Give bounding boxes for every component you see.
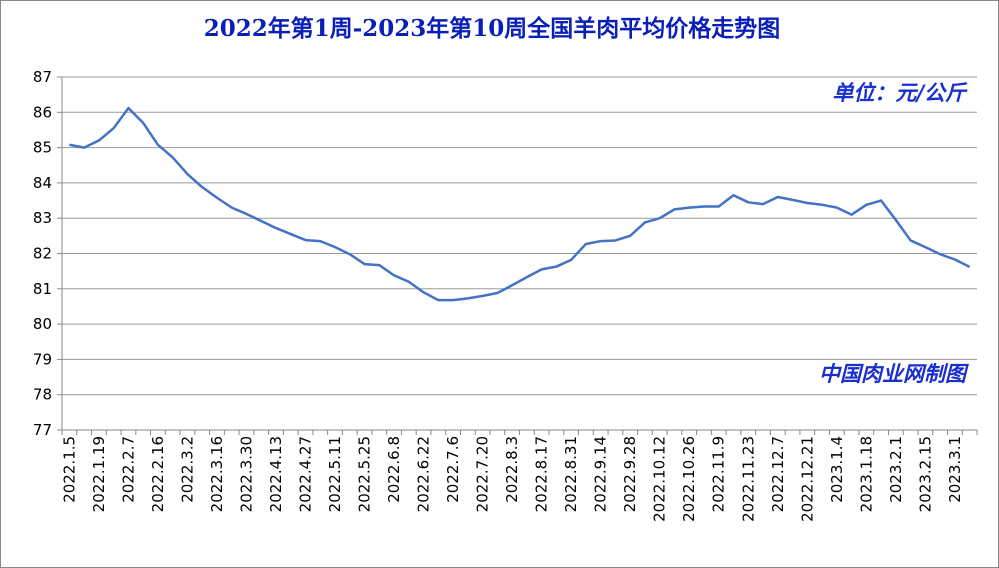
x-tick-label: 2022.8.31	[562, 436, 580, 512]
unit-annotation: 单位：元/公斤	[832, 80, 968, 105]
x-tick-label: 2022.9.28	[621, 436, 639, 512]
x-tick-label: 2022.1.5	[60, 436, 78, 503]
x-tick-label: 2022.8.17	[533, 436, 551, 512]
source-annotation: 中国肉业网制图	[819, 361, 969, 386]
x-tick-label: 2022.1.19	[90, 436, 108, 512]
y-tick-label: 80	[33, 315, 52, 333]
y-tick-label: 82	[33, 245, 52, 263]
x-tick-label: 2022.8.3	[503, 436, 521, 503]
x-tick-label: 2022.5.25	[356, 436, 374, 512]
x-tick-label: 2022.10.12	[651, 436, 669, 522]
x-tick-label: 2023.1.18	[857, 436, 875, 512]
x-tick-label: 2022.2.16	[149, 436, 167, 512]
x-tick-label: 2023.1.4	[828, 436, 846, 503]
x-tick-label: 2023.2.15	[916, 436, 934, 512]
y-tick-label: 78	[33, 386, 52, 404]
x-tick-label: 2022.3.16	[208, 436, 226, 512]
x-tick-label: 2022.2.7	[119, 436, 137, 503]
price-line	[69, 106, 971, 302]
y-tick-label: 83	[33, 209, 52, 227]
x-tick-label: 2022.12.21	[798, 436, 816, 522]
x-tick-label: 2022.4.13	[267, 436, 285, 512]
chart-title: 2022年第1周-2023年第10周全国羊肉平均价格走势图	[204, 15, 781, 42]
y-tick-label: 86	[33, 103, 52, 121]
x-tick-label: 2022.11.9	[710, 436, 728, 512]
y-tick-label: 81	[33, 280, 52, 298]
y-tick-label: 85	[33, 139, 52, 157]
y-tick-label: 79	[33, 350, 52, 368]
x-tick-label: 2022.3.30	[237, 436, 255, 512]
x-tick-label: 2022.7.6	[444, 436, 462, 503]
x-tick-label: 2022.6.8	[385, 436, 403, 503]
y-tick-label: 77	[33, 421, 52, 439]
x-tick-label: 2022.5.11	[326, 436, 344, 512]
x-tick-label: 2022.4.27	[297, 436, 315, 512]
y-tick-label: 87	[33, 68, 52, 86]
x-tick-label: 2023.2.1	[887, 436, 905, 503]
x-tick-label: 2022.12.7	[769, 436, 787, 512]
x-tick-label: 2022.10.26	[680, 436, 698, 522]
x-tick-label: 2022.6.22	[415, 436, 433, 512]
y-tick-label: 84	[33, 174, 52, 192]
x-tick-label: 2022.9.14	[592, 436, 610, 512]
x-tick-label: 2023.3.1	[946, 436, 964, 503]
x-tick-label: 2022.11.23	[739, 436, 757, 522]
x-tick-label: 2022.7.20	[474, 436, 492, 512]
x-tick-label: 2022.3.2	[178, 436, 196, 503]
